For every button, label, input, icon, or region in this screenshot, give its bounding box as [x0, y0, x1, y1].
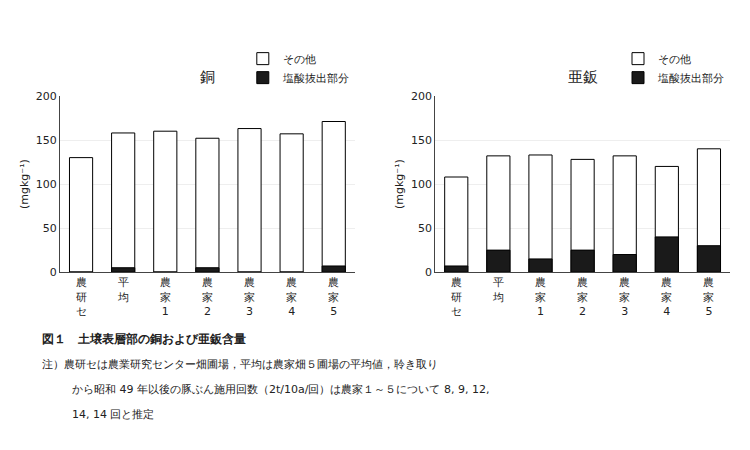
svg-text:から昭和 49 年以後の豚ぶん施用回数（2t/10a/回）は: から昭和 49 年以後の豚ぶん施用回数（2t/10a/回）は農家１～５について … [72, 383, 489, 396]
svg-text:農研セ: 農研セ [76, 276, 87, 318]
svg-text:塩酸抜出部分: 塩酸抜出部分 [657, 72, 724, 85]
svg-text:平均: 平均 [492, 276, 504, 303]
svg-text:農家5: 農家5 [328, 276, 339, 318]
svg-text:農家2: 農家2 [577, 276, 588, 318]
svg-text:農家2: 農家2 [202, 276, 213, 318]
svg-text:農家4: 農家4 [286, 276, 297, 318]
svg-text:200: 200 [411, 90, 432, 103]
svg-text:0: 0 [50, 266, 57, 279]
svg-text:農家3: 農家3 [619, 276, 630, 318]
svg-text:亜鈑: 亜鈑 [568, 68, 598, 86]
svg-text:50: 50 [43, 222, 57, 235]
svg-text:100: 100 [36, 178, 57, 191]
svg-text:農家4: 農家4 [661, 276, 672, 318]
svg-text:150: 150 [411, 134, 432, 147]
svg-text:100: 100 [411, 178, 432, 191]
svg-text:200: 200 [36, 90, 57, 103]
svg-text:(mgkg⁻¹): (mgkg⁻¹) [393, 159, 406, 209]
svg-text:農家1: 農家1 [535, 276, 546, 318]
svg-text:農家5: 農家5 [703, 276, 714, 318]
svg-text:平均: 平均 [117, 276, 129, 303]
svg-text:その他: その他 [658, 53, 691, 66]
svg-text:50: 50 [418, 222, 432, 235]
svg-text:図１ 土壌表層部の銅および亜鈑含量: 図１ 土壌表層部の銅および亜鈑含量 [42, 332, 246, 346]
svg-text:農家3: 農家3 [244, 276, 255, 318]
svg-text:銅: 銅 [200, 68, 215, 86]
svg-text:塩酸抜出部分: 塩酸抜出部分 [282, 72, 349, 85]
svg-text:0: 0 [425, 266, 432, 279]
svg-text:注）農研セは農業研究センター畑圃場，平均は農家畑５圃場の平均: 注）農研セは農業研究センター畑圃場，平均は農家畑５圃場の平均値，聆き取り [42, 358, 438, 371]
svg-text:150: 150 [36, 134, 57, 147]
svg-text:その他: その他 [283, 53, 316, 66]
svg-text:14, 14 回と推定: 14, 14 回と推定 [72, 408, 154, 421]
svg-text:(mgkg⁻¹): (mgkg⁻¹) [18, 159, 31, 209]
svg-text:農研セ: 農研セ [451, 276, 462, 318]
svg-text:農家1: 農家1 [160, 276, 171, 318]
